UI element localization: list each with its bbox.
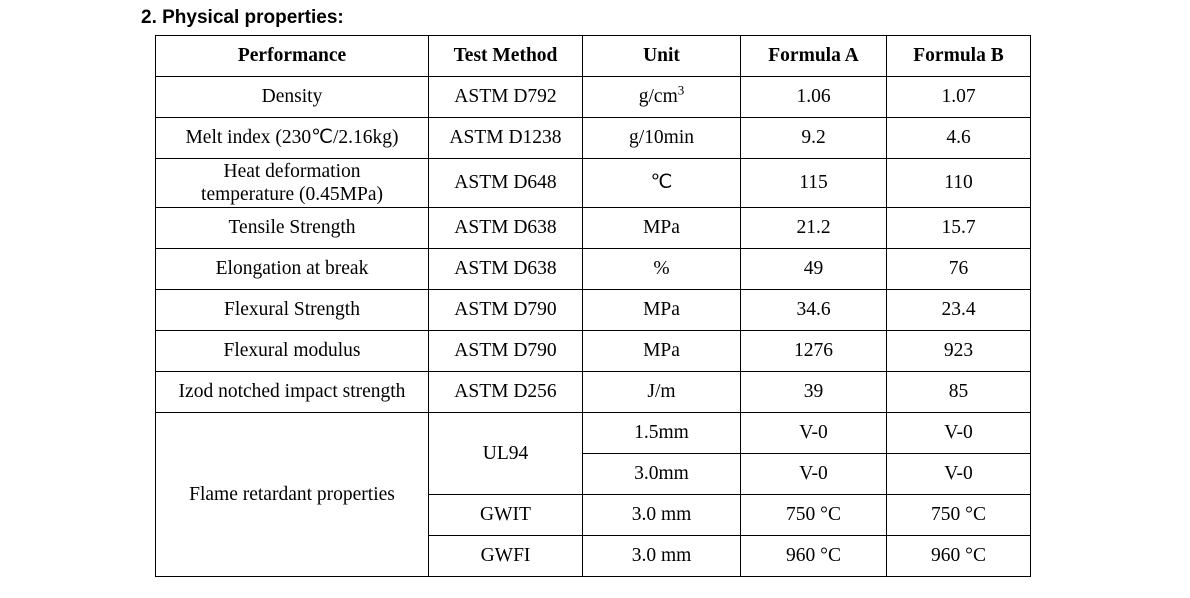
performance-cell: Density	[155, 76, 429, 118]
formula-a-cell: 750 °C	[740, 494, 887, 536]
performance-cell: Melt index (230℃/2.16kg)	[155, 117, 429, 159]
table-row: Flexural Strength ASTM D790 MPa 34.6 23.…	[155, 289, 1031, 331]
formula-b-cell: V-0	[886, 412, 1031, 454]
formula-b-cell: 923	[886, 330, 1031, 372]
performance-line: temperature (0.45MPa)	[201, 184, 383, 205]
formula-a-cell: V-0	[740, 412, 887, 454]
formula-a-cell: 21.2	[740, 207, 887, 249]
formula-b-cell: 15.7	[886, 207, 1031, 249]
performance-cell: Flexural modulus	[155, 330, 429, 372]
unit-cell: ℃	[582, 158, 741, 208]
formula-a-cell: 115	[740, 158, 887, 208]
header-unit: Unit	[582, 35, 741, 77]
table-row: Izod notched impact strength ASTM D256 J…	[155, 371, 1031, 413]
unit-cell: g/10min	[582, 117, 741, 159]
header-formula-b: Formula B	[886, 35, 1031, 77]
formula-a-cell: 9.2	[740, 117, 887, 159]
unit-cell: g/cm3	[582, 76, 741, 118]
table-row: Density ASTM D792 g/cm3 1.06 1.07	[155, 76, 1031, 118]
unit-cell: MPa	[582, 207, 741, 249]
table-row: Flame retardant properties UL94 1.5mm V-…	[155, 412, 1031, 577]
table-row: Melt index (230℃/2.16kg) ASTM D1238 g/10…	[155, 117, 1031, 159]
formula-b-cell: V-0	[886, 453, 1031, 495]
table-row: Elongation at break ASTM D638 % 49 76	[155, 248, 1031, 290]
method-cell: ASTM D638	[428, 248, 583, 290]
flame-performance-cell: Flame retardant properties	[155, 412, 429, 577]
unit-cell: J/m	[582, 371, 741, 413]
formula-a-cell: 960 °C	[740, 535, 887, 577]
method-cell: ASTM D648	[428, 158, 583, 208]
performance-cell: Elongation at break	[155, 248, 429, 290]
header-row: Performance Test Method Unit Formula A F…	[155, 35, 1031, 77]
header-performance: Performance	[155, 35, 429, 77]
table-row: Flexural modulus ASTM D790 MPa 1276 923	[155, 330, 1031, 372]
unit-text: g/cm	[638, 86, 678, 107]
formula-b-cell: 85	[886, 371, 1031, 413]
section-heading: 2. Physical properties:	[141, 7, 344, 28]
method-cell: ASTM D792	[428, 76, 583, 118]
performance-cell: Izod notched impact strength	[155, 371, 429, 413]
physical-properties-table: Performance Test Method Unit Formula A F…	[155, 35, 1031, 577]
table-row: Heat deformation temperature (0.45MPa) AS…	[155, 158, 1031, 208]
formula-b-cell: 76	[886, 248, 1031, 290]
performance-line: Heat deformation	[223, 161, 361, 182]
formula-a-cell: 1276	[740, 330, 887, 372]
header-formula-a: Formula A	[740, 35, 887, 77]
formula-b-cell: 23.4	[886, 289, 1031, 331]
formula-b-cell: 4.6	[886, 117, 1031, 159]
formula-b-cell: 1.07	[886, 76, 1031, 118]
method-cell: ASTM D1238	[428, 117, 583, 159]
unit-cell: 3.0mm	[582, 453, 741, 495]
formula-a-cell: V-0	[740, 453, 887, 495]
table-row: Tensile Strength ASTM D638 MPa 21.2 15.7	[155, 207, 1031, 249]
formula-a-cell: 39	[740, 371, 887, 413]
header-test-method: Test Method	[428, 35, 583, 77]
unit-superscript: 3	[677, 82, 685, 98]
performance-cell: Tensile Strength	[155, 207, 429, 249]
performance-cell: Flexural Strength	[155, 289, 429, 331]
method-cell: GWIT	[428, 494, 583, 536]
unit-cell: 3.0 mm	[582, 494, 741, 536]
method-cell: ASTM D256	[428, 371, 583, 413]
unit-cell: 3.0 mm	[582, 535, 741, 577]
formula-a-cell: 49	[740, 248, 887, 290]
method-cell: ASTM D790	[428, 330, 583, 372]
unit-cell: 1.5mm	[582, 412, 741, 454]
ul94-method-cell: UL94	[428, 412, 583, 495]
method-cell: ASTM D638	[428, 207, 583, 249]
unit-cell: %	[582, 248, 741, 290]
formula-a-cell: 34.6	[740, 289, 887, 331]
formula-b-cell: 110	[886, 158, 1031, 208]
table-row: GWIT 3.0 mm 750 °C 750 °C	[156, 494, 1031, 536]
formula-b-cell: 960 °C	[886, 535, 1031, 577]
table-row: GWFI 3.0 mm 960 °C 960 °C	[156, 535, 1031, 577]
formula-a-cell: 1.06	[740, 76, 887, 118]
formula-b-cell: 750 °C	[886, 494, 1031, 536]
method-cell: GWFI	[428, 535, 583, 577]
method-cell: ASTM D790	[428, 289, 583, 331]
unit-cell: MPa	[582, 289, 741, 331]
table-row: 3.0mm V-0 V-0	[156, 453, 1031, 495]
unit-cell: MPa	[582, 330, 741, 372]
performance-cell: Heat deformation temperature (0.45MPa)	[155, 158, 429, 208]
